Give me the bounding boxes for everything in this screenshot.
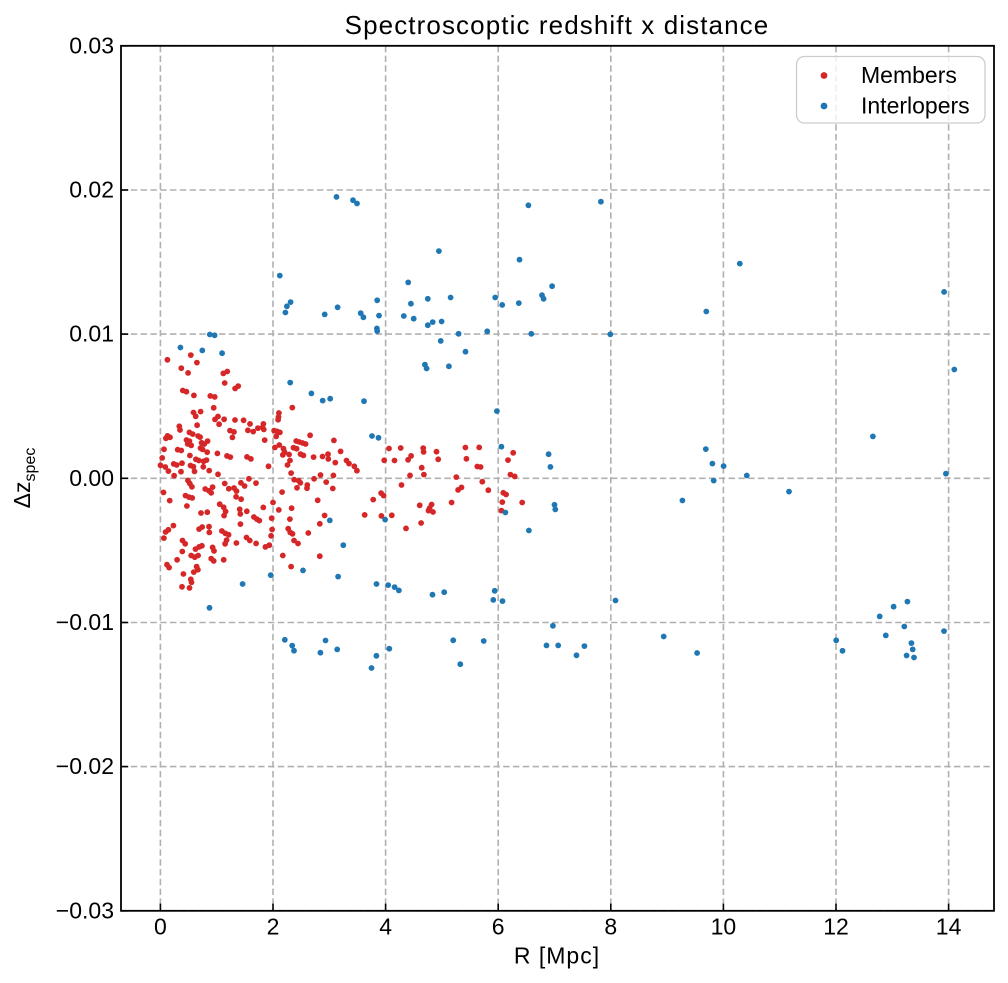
svg-text:Members: Members [861, 62, 957, 88]
svg-text:−0.02: −0.02 [56, 753, 114, 779]
svg-text:12: 12 [823, 914, 849, 940]
svg-text:8: 8 [604, 914, 617, 940]
svg-text:−0.01: −0.01 [56, 609, 114, 635]
svg-text:0.01: 0.01 [69, 321, 114, 347]
svg-text:2: 2 [267, 914, 280, 940]
svg-text:4: 4 [379, 914, 392, 940]
svg-text:−0.03: −0.03 [56, 897, 114, 923]
svg-text:0.03: 0.03 [69, 32, 114, 58]
svg-text:6: 6 [492, 914, 505, 940]
svg-text:R [Mpc]: R [Mpc] [514, 943, 600, 969]
svg-text:14: 14 [936, 914, 962, 940]
svg-text:0.02: 0.02 [69, 177, 114, 203]
svg-text:Spectroscoptic redshift x dist: Spectroscoptic redshift x distance [345, 10, 770, 40]
svg-text:Interlopers: Interlopers [861, 93, 970, 119]
svg-text:10: 10 [711, 914, 737, 940]
svg-text:0.00: 0.00 [69, 465, 114, 491]
svg-text:0: 0 [154, 914, 167, 940]
